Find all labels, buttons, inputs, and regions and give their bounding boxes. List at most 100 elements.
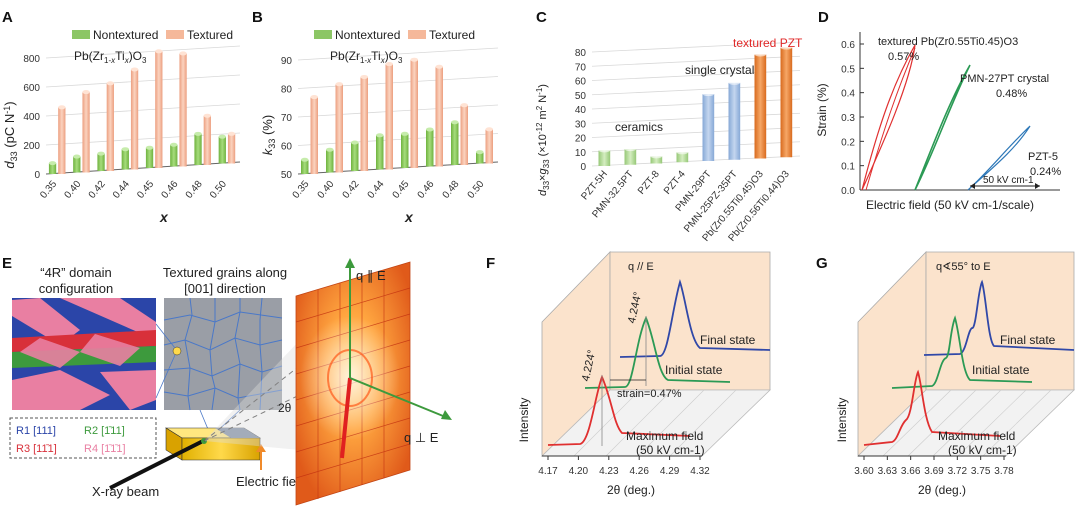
curve-initial-state <box>891 315 1033 389</box>
curve-maximum-field <box>863 369 1001 446</box>
bar-nontextured-0.46 <box>426 129 434 167</box>
state-label-final: Final state <box>1000 333 1056 347</box>
series-label-textured: textured Pb(Zr0.55Ti0.45)O3 <box>878 36 1018 48</box>
bar-cap <box>58 105 66 110</box>
state-label-initial: Initial state <box>972 363 1030 377</box>
bar-cap <box>376 133 384 138</box>
x-tick-label: 0.45 <box>135 179 156 201</box>
q-perpendicular-arrowhead <box>441 410 452 420</box>
x-tick-label: 0.40 <box>316 179 337 201</box>
panel-g: G 3.60 3.63 3.66 3.69 3.72 3.75 3.78 2θ (deg.)… <box>816 251 1075 497</box>
gridline <box>591 41 801 53</box>
bar-nontextured-0.48 <box>451 122 459 165</box>
bar-cap <box>335 82 343 87</box>
panel-f-orientation: q // E <box>628 261 654 273</box>
x-tick-label: 0.35 <box>38 179 59 201</box>
bar-textured-0.35 <box>58 107 66 174</box>
variant-r2: R2 [1̄11] <box>84 425 125 437</box>
bar-nontextured-0.48 <box>194 133 202 165</box>
group-label-ceramics: ceramics <box>615 120 663 134</box>
bar-nontextured-0.46 <box>170 144 178 167</box>
bar-cap <box>73 154 81 159</box>
x-tick-label: 0.45 <box>391 179 412 201</box>
x-axis-label-d: Electric field (50 kV cm-1/scale) <box>866 198 1034 212</box>
variant-legend-box <box>9 417 157 459</box>
panel-e: E “4R” domain configuration Textured gra… <box>2 255 452 506</box>
x-tick-label: 4.26 <box>629 466 649 477</box>
state-label-final: Final state <box>700 333 756 347</box>
bar-PZT-4 <box>676 152 689 163</box>
legend-swatch-nontextured <box>72 30 90 39</box>
group-label-textured-pzt: textured PZT <box>733 36 803 50</box>
two-theta-label: 2θ <box>278 401 292 415</box>
y-tick-label: 400 <box>23 112 40 123</box>
bar-nontextured-0.44 <box>121 149 129 170</box>
y-axis-label-f: Intensity <box>517 398 531 443</box>
y-tick-label: 0.2 <box>841 137 855 148</box>
x-tick-label: 3.60 <box>854 466 874 477</box>
textured-grains-image <box>163 297 283 411</box>
loop-pmn-crystal <box>914 64 971 191</box>
x-tick-label: 0.46 <box>160 179 181 201</box>
q-perpendicular-axis <box>349 377 449 419</box>
domain-title-1: “4R” domain <box>40 265 112 280</box>
bar-cap <box>227 131 236 136</box>
y-axis-label-c: d33×g33 (×10-12 m2 N-1) <box>535 84 551 196</box>
bar-PMN-32.5PT <box>624 149 637 165</box>
x-tick-label: 0.46 <box>416 179 437 201</box>
curve-final-state <box>619 278 771 358</box>
bar-cap <box>170 142 178 147</box>
x-tick-label: 3.75 <box>971 466 991 477</box>
panel-label-a: A <box>2 9 13 26</box>
bar-textured-0.44 <box>130 69 139 170</box>
gridline <box>591 84 801 96</box>
series-value-textured: 0.57% <box>888 51 919 63</box>
bar-nontextured-0.44 <box>376 135 384 170</box>
y-tick-label: 0.4 <box>841 89 855 100</box>
y-axis-label-g: Intensity <box>835 398 849 443</box>
x-tick-label: PZT-4 <box>662 169 688 197</box>
y-tick-label: 30 <box>575 119 587 130</box>
bar-nontextured-0.35 <box>48 163 57 174</box>
variant-r3: R3 [11̄1] <box>16 443 57 455</box>
bar-nontextured-0.35 <box>301 159 309 174</box>
panel-label-d: D <box>818 9 829 26</box>
y-tick-label: 80 <box>281 85 293 96</box>
state-label-field-value: (50 kV cm-1) <box>948 443 1017 457</box>
gridline <box>45 74 241 88</box>
x-tick-label: 3.63 <box>878 466 898 477</box>
y-tick-label: 0 <box>580 162 586 173</box>
bar-cap <box>106 81 114 86</box>
electric-field-label: Electric field <box>236 474 306 489</box>
bar-cap <box>426 127 434 132</box>
bar-cap <box>218 134 226 139</box>
series-value-pmn: 0.48% <box>996 88 1027 100</box>
x-tick-label: 3.69 <box>924 466 944 477</box>
panel-label-b: B <box>252 9 263 26</box>
q-parallel-arrowhead <box>345 258 355 268</box>
bar-Pb(Zr0.56Ti0.44)O3 <box>780 47 793 158</box>
field-arrow <box>256 444 266 470</box>
y-tick-label: 90 <box>281 56 293 67</box>
bar-cap <box>155 49 163 54</box>
state-label-maximum-field: Maximum field <box>626 429 703 443</box>
x-tick-label: 0.42 <box>87 179 108 201</box>
grains-title-2: [001] direction <box>184 281 266 296</box>
bar-textured-0.45 <box>155 51 163 168</box>
bar-cap <box>194 131 202 136</box>
bar-Pb(Zr0.55Ti0.45)O3 <box>754 54 767 159</box>
panel-label-f: F <box>486 255 495 272</box>
bar-cap <box>780 45 793 50</box>
legend-textured: Textured <box>429 28 475 42</box>
y-tick-label: 0.3 <box>841 113 855 124</box>
y-tick-label: 200 <box>23 141 40 152</box>
y-tick-label: 0.6 <box>841 40 855 51</box>
bar-cap <box>650 154 663 159</box>
bar-nontextured-0.50 <box>218 136 226 164</box>
panel-g-orientation: q∢55° to E <box>936 261 991 273</box>
bar-cap <box>82 90 90 95</box>
bar-textured-0.44 <box>385 64 393 170</box>
bar-textured-0.48 <box>460 105 468 165</box>
y-tick-label: 0.5 <box>841 64 855 75</box>
